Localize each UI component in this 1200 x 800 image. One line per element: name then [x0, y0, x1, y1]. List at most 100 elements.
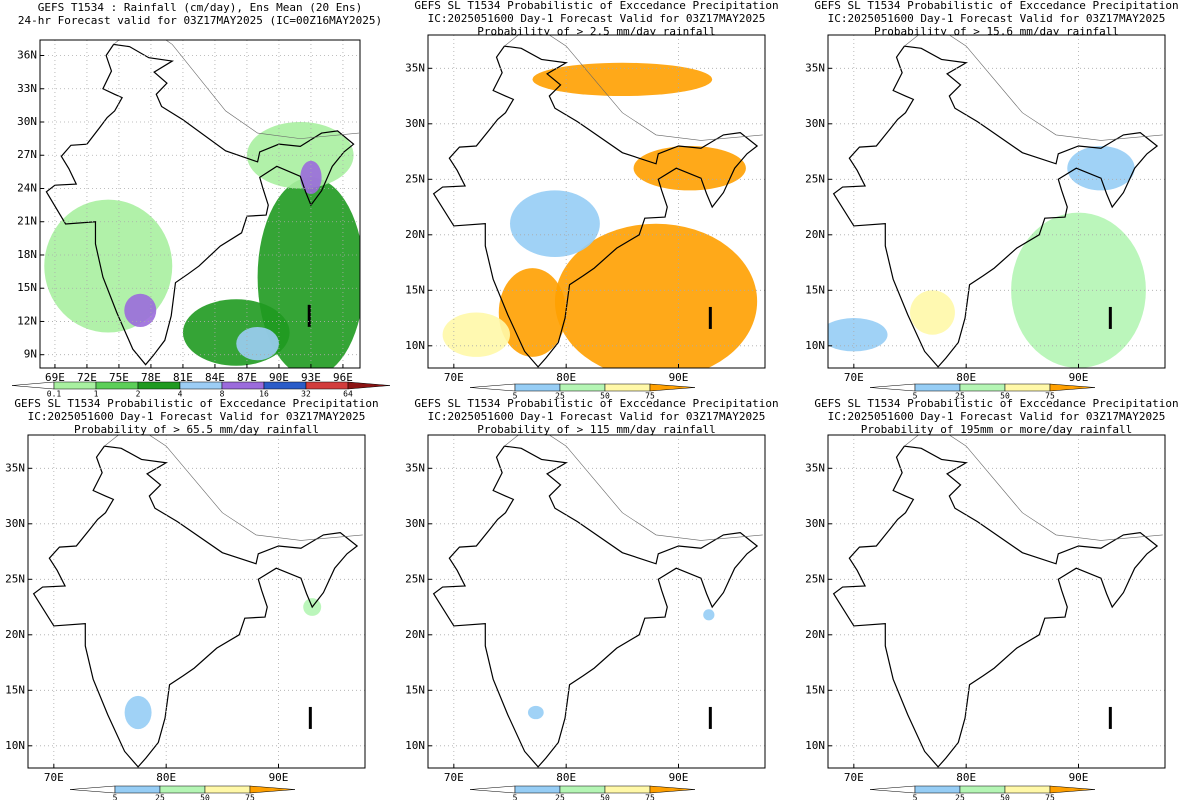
lon-tick-label: 90E [269, 371, 289, 384]
rain-area [828, 318, 888, 352]
panel-title: GEFS SL T1534 Probabilistic of Exccedanc… [814, 0, 1178, 12]
lon-tick-label: 80E [556, 371, 576, 384]
colorbar-segment [559, 383, 606, 392]
colorbar-end [869, 785, 916, 794]
map-frame [39, 39, 361, 369]
lat-tick-label: 35N [5, 461, 25, 474]
panel-title: IC:2025051600 Day-1 Forecast Valid for 0… [828, 410, 1166, 423]
panel-title: IC:2025051600 Day-1 Forecast Valid for 0… [428, 410, 766, 423]
india-outline [832, 445, 1159, 768]
india-outline [832, 45, 1159, 368]
lat-tick-label: 30N [805, 517, 825, 530]
colorbar-label: 50 [600, 392, 610, 401]
lat-tick-label: 30N [805, 117, 825, 130]
colorbar-label: 5 [513, 794, 518, 800]
rain-area [910, 290, 955, 335]
lat-tick-label: 20N [805, 228, 825, 241]
colorbar-label: 50 [1000, 392, 1010, 401]
lon-tick-label: 78E [141, 371, 161, 384]
colorbar-label: 2 [136, 390, 141, 399]
lon-tick-label: 87E [237, 371, 257, 384]
colorbar-segment [914, 785, 961, 794]
islands [1108, 706, 1112, 729]
map-layer [428, 435, 765, 768]
islands [708, 306, 712, 329]
colorbar-end [649, 785, 696, 794]
colorbar-end [69, 785, 116, 794]
colorbar-segment [1004, 383, 1051, 392]
panel-title: Probability of > 115 mm/day rainfall [477, 423, 715, 436]
colorbar-label: 4 [178, 390, 183, 399]
lon-tick-label: 72E [77, 371, 97, 384]
colorbar-end [649, 383, 696, 392]
panel-title: GEFS T1534 : Rainfall (cm/day), Ens Mean… [38, 1, 363, 14]
colorbar-label: 75 [245, 794, 255, 800]
colorbar-segment [204, 785, 251, 794]
lat-tick-label: 12N [17, 314, 37, 327]
colorbar-segment [137, 381, 181, 390]
rain-area [124, 695, 152, 730]
panel: GEFS SL T1534 Probabilistic of Exccedanc… [805, 397, 1179, 800]
lat-tick-label: 20N [5, 628, 25, 641]
colorbar-segment [514, 383, 561, 392]
lat-tick-label: 24N [17, 181, 37, 194]
map-layer [828, 435, 1165, 768]
colorbar-label: 16 [259, 390, 269, 399]
lat-tick-label: 15N [17, 281, 37, 294]
lon-tick-label: 80E [156, 771, 176, 784]
colorbar-segment [305, 381, 349, 390]
lat-tick-label: 10N [805, 339, 825, 352]
colorbar-segment [559, 785, 606, 794]
lon-tick-label: 90E [669, 771, 689, 784]
lat-tick-label: 25N [5, 572, 25, 585]
colorbar-label: 75 [1045, 794, 1055, 800]
lat-tick-label: 30N [5, 517, 25, 530]
map-frame [827, 434, 1166, 769]
colorbar-label: 50 [1000, 794, 1010, 800]
lat-tick-label: 35N [805, 461, 825, 474]
lat-tick-label: 15N [805, 683, 825, 696]
lon-tick-label: 80E [956, 371, 976, 384]
neighbor-border [104, 435, 363, 541]
map-layer [28, 435, 365, 768]
lat-tick-label: 30N [405, 117, 425, 130]
colorbar-label: 25 [955, 794, 965, 800]
colorbar-segment [95, 381, 139, 390]
map-background [828, 435, 1165, 768]
colorbar-end [469, 785, 516, 794]
lon-tick-label: 70E [844, 771, 864, 784]
lon-tick-label: 90E [1069, 771, 1089, 784]
rain-area [1011, 212, 1146, 368]
colorbar-label: 5 [113, 794, 118, 800]
rain-area [442, 312, 511, 357]
map-layer [828, 35, 1165, 368]
colorbar-end [469, 383, 516, 392]
panel: GEFS SL T1534 Probabilistic of Exccedanc… [405, 0, 779, 401]
colorbar-end [869, 383, 916, 392]
panel: GEFS SL T1534 Probabilistic of Exccedanc… [405, 397, 779, 800]
colorbar-segment [263, 381, 307, 390]
lon-tick-label: 70E [444, 371, 464, 384]
colorbar-label: 5 [913, 794, 918, 800]
colorbar-segment [959, 785, 1006, 794]
lon-tick-label: 93E [301, 371, 321, 384]
lat-tick-label: 25N [805, 172, 825, 185]
rain-area [236, 327, 279, 361]
colorbar-label: 0.1 [47, 390, 62, 399]
lat-tick-label: 20N [805, 628, 825, 641]
colorbar-end [249, 785, 296, 794]
lat-tick-label: 30N [17, 115, 37, 128]
lat-tick-label: 36N [17, 49, 37, 62]
panel-title: Probability of 195mm or more/day rainfal… [861, 423, 1133, 436]
map-frame [27, 434, 366, 769]
lat-tick-label: 15N [805, 283, 825, 296]
lon-tick-label: 96E [333, 371, 353, 384]
map-frame [427, 434, 766, 769]
colorbar-label: 25 [555, 794, 565, 800]
colorbar-segment [114, 785, 161, 794]
lat-tick-label: 15N [405, 683, 425, 696]
map-layer [40, 40, 360, 368]
map-frame [427, 34, 766, 369]
islands [308, 706, 312, 729]
colorbar-label: 5 [513, 392, 518, 401]
